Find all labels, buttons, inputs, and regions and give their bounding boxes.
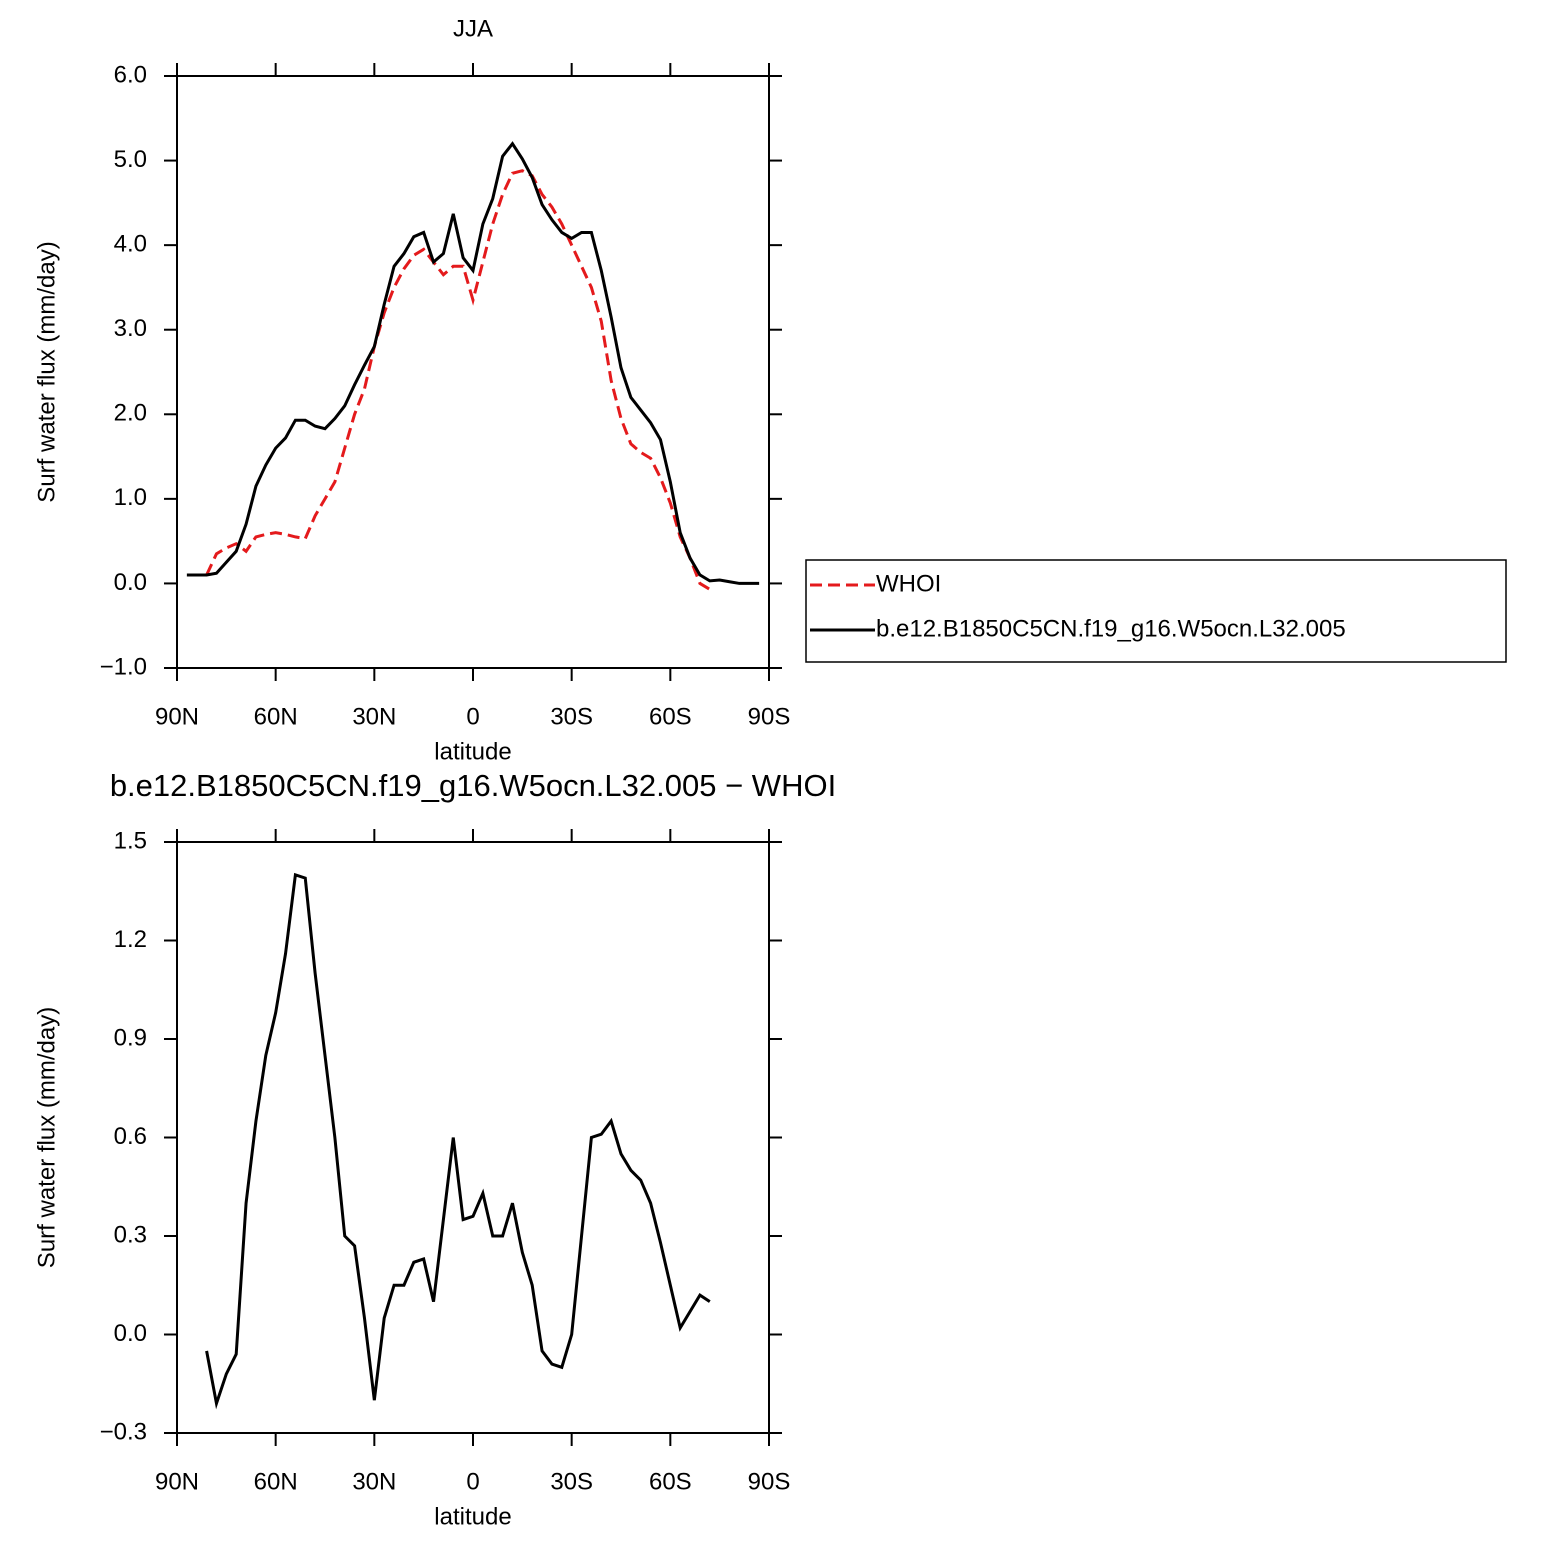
y-tick-label: 4.0 <box>114 230 147 257</box>
x-axis-label: latitude <box>434 1503 511 1530</box>
y-tick-label: −0.3 <box>100 1418 147 1445</box>
x-tick-label: 60S <box>649 1468 692 1495</box>
y-tick-label: 1.5 <box>114 827 147 854</box>
chart-title: JJA <box>453 15 493 42</box>
x-axis-label: latitude <box>434 738 511 765</box>
x-tick-label: 90S <box>748 1468 791 1495</box>
legend-label: WHOI <box>876 570 941 597</box>
y-tick-label: 6.0 <box>114 61 147 88</box>
x-tick-label: 30S <box>550 703 593 730</box>
x-tick-label: 90N <box>155 703 199 730</box>
series-line <box>205 169 711 591</box>
y-tick-label: 1.2 <box>114 926 147 953</box>
plot-frame <box>176 841 770 1434</box>
y-tick-label: −1.0 <box>100 653 147 680</box>
y-tick-label: 0.0 <box>114 1320 147 1347</box>
y-tick-label: 0.3 <box>114 1221 147 1248</box>
legend-box <box>805 559 1507 663</box>
x-tick-label: 60N <box>254 1468 298 1495</box>
y-axis-label: Surf water flux (mm/day) <box>33 241 60 502</box>
series-line <box>205 872 711 1410</box>
chart-title: b.e12.B1850C5CN.f19_g16.W5ocn.L32.005 − … <box>110 768 836 803</box>
y-tick-label: 0.6 <box>114 1123 147 1150</box>
y-tick-label: 5.0 <box>114 146 147 173</box>
x-tick-label: 30N <box>352 703 396 730</box>
y-tick-label: 1.0 <box>114 484 147 511</box>
legend-label: b.e12.B1850C5CN.f19_g16.W5ocn.L32.005 <box>876 615 1346 642</box>
series-line <box>186 141 760 585</box>
x-tick-label: 30S <box>550 1468 593 1495</box>
x-tick-label: 0 <box>466 1468 479 1495</box>
y-tick-label: 0.9 <box>114 1024 147 1051</box>
y-tick-label: 2.0 <box>114 400 147 427</box>
x-tick-label: 30N <box>352 1468 396 1495</box>
y-tick-label: 0.0 <box>114 569 147 596</box>
y-tick-label: 3.0 <box>114 315 147 342</box>
x-tick-label: 60S <box>649 703 692 730</box>
x-tick-label: 90N <box>155 1468 199 1495</box>
x-tick-label: 90S <box>748 703 791 730</box>
x-tick-label: 60N <box>254 703 298 730</box>
plot-frame <box>176 75 770 669</box>
y-axis-label: Surf water flux (mm/day) <box>33 1007 60 1268</box>
x-tick-label: 0 <box>466 703 479 730</box>
